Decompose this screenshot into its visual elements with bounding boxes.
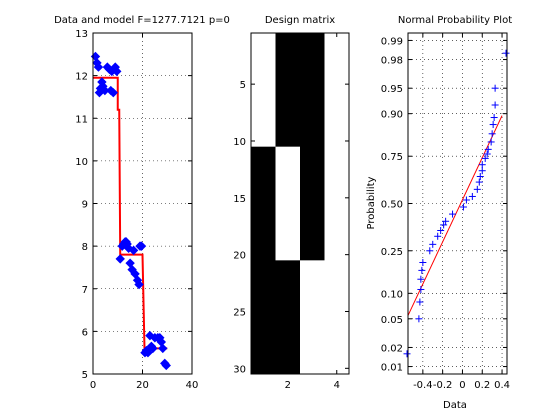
panel2-y-tick-label: 5 — [240, 80, 246, 91]
panel1-y-tick-label: 6 — [82, 327, 88, 338]
matrix-column-ones-block — [251, 33, 276, 147]
panel3-xlabel: Data — [443, 400, 467, 411]
panel1-x-tick-label: 40 — [186, 380, 199, 391]
panel3-y-tick-label: 0.02 — [381, 343, 403, 354]
panel1-y-tick-label: 9 — [82, 200, 88, 211]
panel1-x-tick-label: 20 — [136, 380, 149, 391]
panel3-x-tick-label: 0.2 — [474, 380, 490, 391]
panel3-y-tick-label: 0.50 — [381, 200, 403, 211]
panel2-title: Design matrix — [265, 15, 335, 26]
panel1-y-tick-label: 5 — [82, 370, 88, 381]
panel3-y-tick-label: 0.01 — [381, 363, 403, 374]
panel2-x-tick-label: 2 — [285, 380, 291, 391]
panel1-x-tick-label: 0 — [90, 380, 96, 391]
design-matrix-panel: Design matrix 2 4 5 10 15 20 25 30 — [233, 15, 349, 391]
panel2-y-tick-label: 15 — [233, 194, 246, 205]
panel3-title: Normal Probability Plot — [398, 15, 512, 26]
panel2-y-tick-label: 10 — [233, 137, 246, 148]
panel1-y-tick-label: 8 — [82, 242, 88, 253]
matrix-column-ones-block — [276, 147, 301, 261]
panel3-y-tick-label: 0.05 — [381, 315, 403, 326]
panel2-y-tick-label: 30 — [233, 364, 246, 375]
panel3-y-tick-label: 0.75 — [381, 152, 403, 163]
panel1-y-tick-label: 10 — [75, 157, 88, 168]
panel3-x-tick-label: -0.4 — [413, 380, 433, 391]
panel1-y-tick-label: 11 — [75, 114, 88, 125]
panel3-y-tick-label: 0.90 — [381, 110, 403, 121]
panel2-y-tick-label: 25 — [233, 307, 246, 318]
matrix-column-ones-block — [300, 260, 325, 374]
panel3-x-tick-label: -0.2 — [433, 380, 453, 391]
panel3-y-tick-label: 0.99 — [381, 36, 403, 47]
panel3-y-tick-label: 0.10 — [381, 289, 403, 300]
panel3-ylabel: Probability — [366, 176, 377, 229]
panel2-y-tick-label: 20 — [233, 251, 246, 262]
panel1-title: Data and model F=1277.7121 p=0 — [54, 15, 230, 26]
panel1-y-tick-label: 7 — [82, 285, 88, 296]
panel2-x-tick-label: 4 — [334, 380, 340, 391]
panel3-y-tick-label: 0.25 — [381, 247, 403, 258]
panel3-x-tick-label: 0.4 — [494, 380, 510, 391]
panel1-y-tick-label: 13 — [75, 29, 88, 40]
panel3-x-tick-label: 0 — [459, 380, 465, 391]
panel3-y-tick-label: 0.98 — [381, 56, 403, 67]
panel1-y-tick-label: 12 — [75, 72, 88, 83]
panel3-y-tick-label: 0.95 — [381, 84, 403, 95]
panel2-matrix-cells — [251, 33, 349, 374]
